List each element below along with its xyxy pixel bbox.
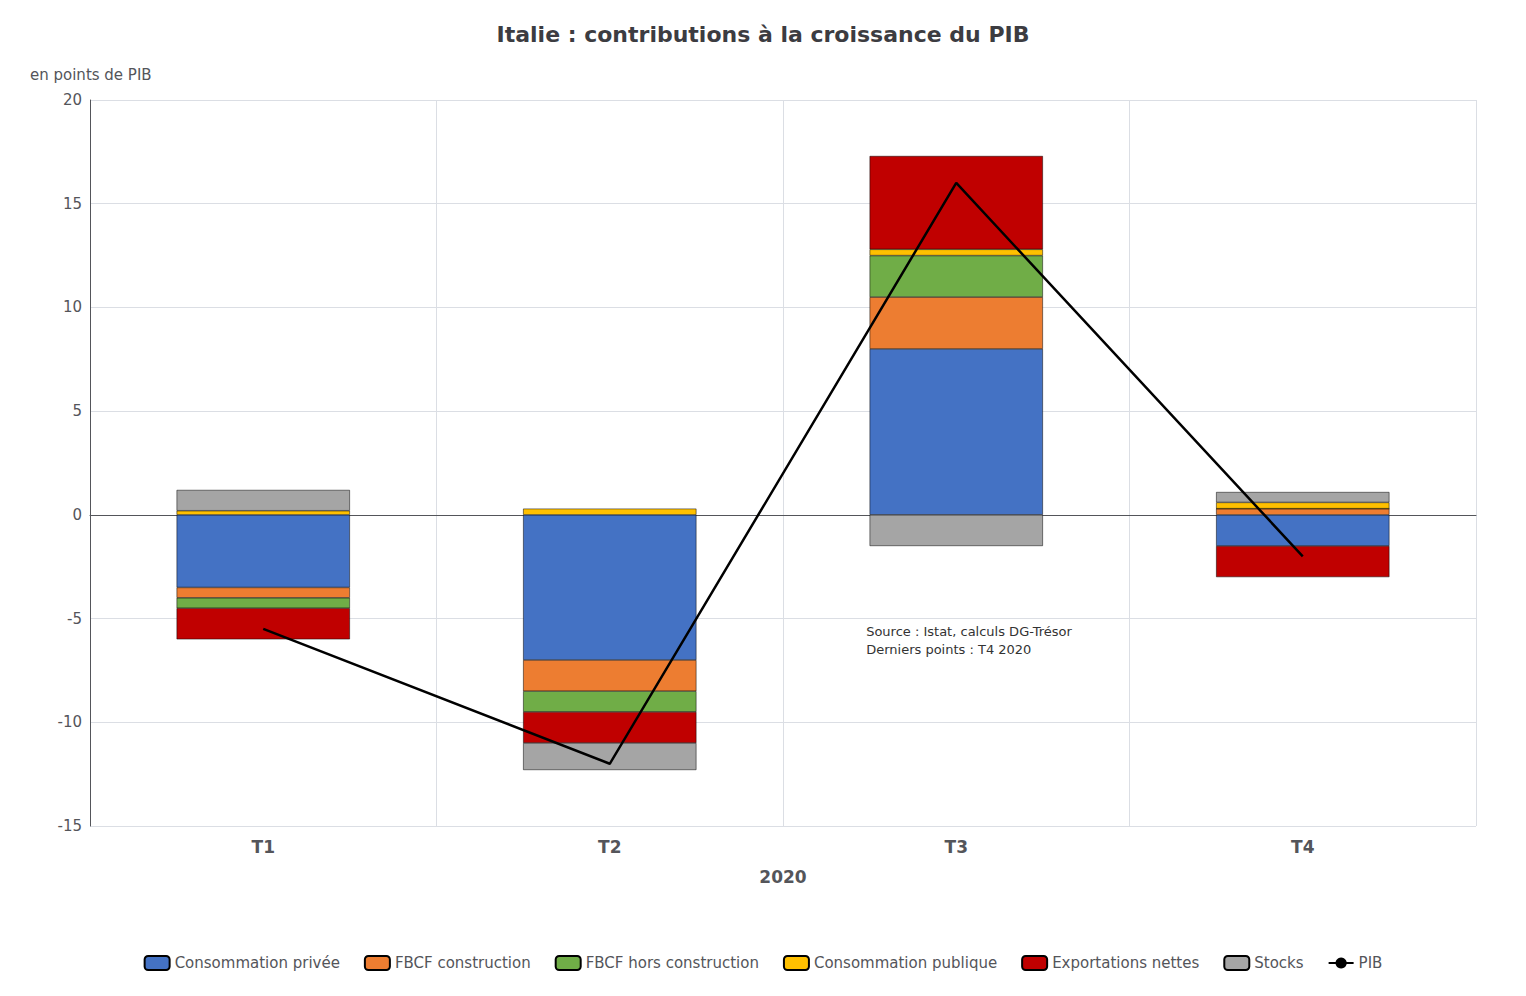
svg-text:Exportations nettes: Exportations nettes [1052,954,1199,972]
svg-text:20: 20 [63,91,82,109]
svg-text:Consommation privée: Consommation privée [175,954,340,972]
svg-text:Stocks: Stocks [1254,954,1304,972]
svg-text:10: 10 [63,298,82,316]
svg-text:T2: T2 [598,837,621,857]
svg-text:-15: -15 [58,817,83,835]
svg-text:Consommation publique: Consommation publique [814,954,997,972]
svg-text:FBCF hors construction: FBCF hors construction [586,954,759,972]
svg-text:T3: T3 [945,837,968,857]
svg-text:-5: -5 [67,610,82,628]
svg-text:5: 5 [72,402,82,420]
svg-text:15: 15 [63,195,82,213]
svg-text:T1: T1 [252,837,275,857]
svg-text:PIB: PIB [1359,954,1383,972]
svg-text:2020: 2020 [759,867,806,887]
svg-text:Source : Istat, calculs DG-Tré: Source : Istat, calculs DG-Trésor [866,624,1072,639]
svg-text:Italie : contributions à la cr: Italie : contributions à la croissance d… [497,22,1030,47]
svg-text:-10: -10 [58,713,83,731]
svg-text:en points de PIB: en points de PIB [30,66,152,84]
svg-text:0: 0 [72,506,82,524]
svg-text:Derniers points : T4 2020: Derniers points : T4 2020 [866,642,1031,657]
svg-text:T4: T4 [1291,837,1315,857]
svg-text:FBCF construction: FBCF construction [395,954,531,972]
